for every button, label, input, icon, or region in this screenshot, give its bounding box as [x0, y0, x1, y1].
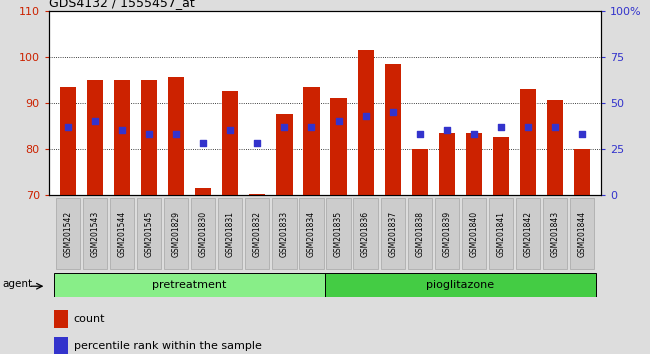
Text: GSM201844: GSM201844 [578, 211, 587, 257]
Text: GSM201834: GSM201834 [307, 211, 316, 257]
Text: pretreatment: pretreatment [152, 280, 227, 290]
Point [117, 127, 127, 133]
Point [496, 124, 506, 130]
Text: pioglitazone: pioglitazone [426, 280, 495, 290]
Text: agent: agent [3, 279, 32, 289]
Bar [547, 101, 564, 195]
Text: GSM201542: GSM201542 [63, 211, 72, 257]
Text: GSM201545: GSM201545 [144, 211, 153, 257]
Text: GSM201832: GSM201832 [253, 211, 262, 257]
Point [62, 124, 73, 130]
Text: count: count [73, 314, 105, 324]
FancyBboxPatch shape [83, 198, 107, 269]
Bar [54, 273, 325, 297]
Text: GSM201839: GSM201839 [443, 211, 451, 257]
Bar [385, 64, 401, 195]
FancyBboxPatch shape [408, 198, 432, 269]
FancyBboxPatch shape [516, 198, 540, 269]
Text: GSM201836: GSM201836 [361, 211, 370, 257]
Text: GDS4132 / 1555457_at: GDS4132 / 1555457_at [49, 0, 194, 10]
Point [306, 124, 317, 130]
Point [225, 127, 235, 133]
Bar [54, 337, 68, 354]
Text: GSM201543: GSM201543 [90, 211, 99, 257]
Text: GSM201829: GSM201829 [172, 211, 181, 257]
Bar [222, 91, 239, 195]
FancyBboxPatch shape [55, 198, 80, 269]
Bar [54, 310, 68, 328]
FancyBboxPatch shape [462, 198, 486, 269]
Bar [86, 80, 103, 195]
Bar [168, 78, 184, 195]
FancyBboxPatch shape [299, 198, 324, 269]
Text: GSM201842: GSM201842 [524, 211, 532, 257]
FancyBboxPatch shape [164, 198, 188, 269]
Text: GSM201544: GSM201544 [118, 211, 126, 257]
Text: GSM201837: GSM201837 [388, 211, 397, 257]
Bar [141, 80, 157, 195]
FancyBboxPatch shape [380, 198, 405, 269]
FancyBboxPatch shape [354, 198, 378, 269]
Bar [304, 86, 320, 195]
Bar [493, 137, 509, 195]
Point [360, 113, 370, 118]
Bar [114, 80, 130, 195]
FancyBboxPatch shape [326, 198, 351, 269]
Bar [249, 194, 265, 195]
Text: GSM201835: GSM201835 [334, 211, 343, 257]
Point [198, 140, 209, 146]
Text: percentile rank within the sample: percentile rank within the sample [73, 341, 261, 351]
Text: GSM201841: GSM201841 [497, 211, 506, 257]
FancyBboxPatch shape [272, 198, 296, 269]
Point [523, 124, 533, 130]
FancyBboxPatch shape [543, 198, 567, 269]
FancyBboxPatch shape [245, 198, 270, 269]
FancyBboxPatch shape [435, 198, 459, 269]
FancyBboxPatch shape [489, 198, 514, 269]
Bar [520, 89, 536, 195]
Point [171, 131, 181, 137]
Point [387, 109, 398, 115]
Bar [466, 133, 482, 195]
Point [252, 140, 263, 146]
Point [90, 118, 100, 124]
Point [577, 131, 588, 137]
Bar [60, 86, 76, 195]
FancyBboxPatch shape [218, 198, 242, 269]
Bar [325, 273, 596, 297]
Text: GSM201843: GSM201843 [551, 211, 560, 257]
Point [415, 131, 425, 137]
FancyBboxPatch shape [191, 198, 215, 269]
FancyBboxPatch shape [110, 198, 134, 269]
Point [442, 127, 452, 133]
FancyBboxPatch shape [136, 198, 161, 269]
Text: GSM201830: GSM201830 [199, 211, 207, 257]
Point [469, 131, 479, 137]
Point [280, 124, 290, 130]
Bar [195, 188, 211, 195]
Bar [276, 114, 292, 195]
FancyBboxPatch shape [570, 198, 595, 269]
Point [333, 118, 344, 124]
Bar [411, 149, 428, 195]
Text: GSM201838: GSM201838 [415, 211, 424, 257]
Text: GSM201840: GSM201840 [469, 211, 478, 257]
Bar [358, 50, 374, 195]
Bar [330, 98, 346, 195]
Text: GSM201833: GSM201833 [280, 211, 289, 257]
Point [144, 131, 154, 137]
Text: GSM201831: GSM201831 [226, 211, 235, 257]
Point [550, 124, 560, 130]
Bar [439, 133, 455, 195]
Bar [574, 149, 590, 195]
